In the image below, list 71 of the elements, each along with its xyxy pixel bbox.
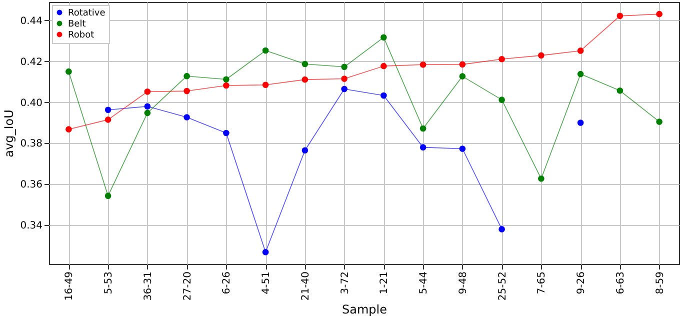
point <box>577 120 584 126</box>
point <box>616 12 624 20</box>
x-tick-label: 8-59 <box>654 272 666 294</box>
point <box>577 70 584 78</box>
point <box>223 76 230 83</box>
point <box>577 48 584 54</box>
point <box>420 61 426 68</box>
y-tick-label: 0.34 <box>20 220 42 232</box>
y-tick-label: 0.36 <box>20 180 42 191</box>
x-tick-label: 5-53 <box>104 272 115 294</box>
point <box>223 82 230 89</box>
point <box>341 64 348 70</box>
x-tick-label: 6-26 <box>222 272 233 294</box>
x-axis-title: Sample <box>342 302 387 317</box>
point <box>459 146 466 152</box>
point <box>104 116 112 123</box>
y-tick-label: 0.42 <box>20 56 42 68</box>
y-tick-label: 0.44 <box>20 16 42 27</box>
point <box>302 76 308 83</box>
x-tick-label: 36-31 <box>142 272 154 301</box>
x-tick-label: 3-72 <box>340 272 351 294</box>
x-tick-label: 27-20 <box>182 272 194 301</box>
point <box>262 47 269 54</box>
point <box>66 68 72 75</box>
x-tick-label: 9-48 <box>458 272 469 294</box>
point <box>66 126 72 132</box>
point <box>380 34 387 41</box>
point <box>538 175 544 182</box>
x-tick-label: 16-49 <box>64 272 76 301</box>
point <box>459 61 466 68</box>
point <box>302 147 308 154</box>
point <box>302 60 308 68</box>
point <box>420 125 426 132</box>
point <box>498 56 505 62</box>
point <box>144 110 151 116</box>
y-tick-label: 0.40 <box>20 98 42 109</box>
point <box>341 86 348 92</box>
y-axis-title: avg_IoU <box>2 110 16 158</box>
point <box>144 88 151 95</box>
x-tick-label: 6-63 <box>615 272 626 294</box>
point <box>104 192 112 199</box>
point <box>380 62 387 70</box>
legend-label: Belt <box>68 20 86 30</box>
x-tick-label: 21-40 <box>300 272 312 301</box>
point <box>459 73 466 80</box>
x-tick-label: 25-52 <box>497 272 508 301</box>
point <box>656 118 662 125</box>
y-tick-label: 0.38 <box>20 138 42 150</box>
point <box>538 52 544 59</box>
point <box>184 88 190 94</box>
legend-label: Rotative <box>68 8 106 18</box>
point <box>498 226 505 232</box>
point <box>262 82 269 88</box>
x-tick-label: 7-65 <box>536 272 548 294</box>
point <box>262 248 269 256</box>
point <box>656 10 662 18</box>
x-tick-label: 5-44 <box>418 272 430 294</box>
point <box>184 114 190 120</box>
point <box>380 92 387 99</box>
x-tick-label: 4-51 <box>261 272 272 294</box>
point <box>498 96 505 103</box>
point <box>341 76 348 82</box>
legend-label: Robot <box>68 30 95 40</box>
point <box>144 103 151 110</box>
point <box>104 106 112 114</box>
point <box>616 87 624 94</box>
x-tick-label: 9-26 <box>576 272 588 294</box>
point <box>420 144 426 150</box>
point <box>184 72 190 80</box>
point <box>223 130 230 136</box>
x-tick-label: 1-21 <box>379 272 390 294</box>
